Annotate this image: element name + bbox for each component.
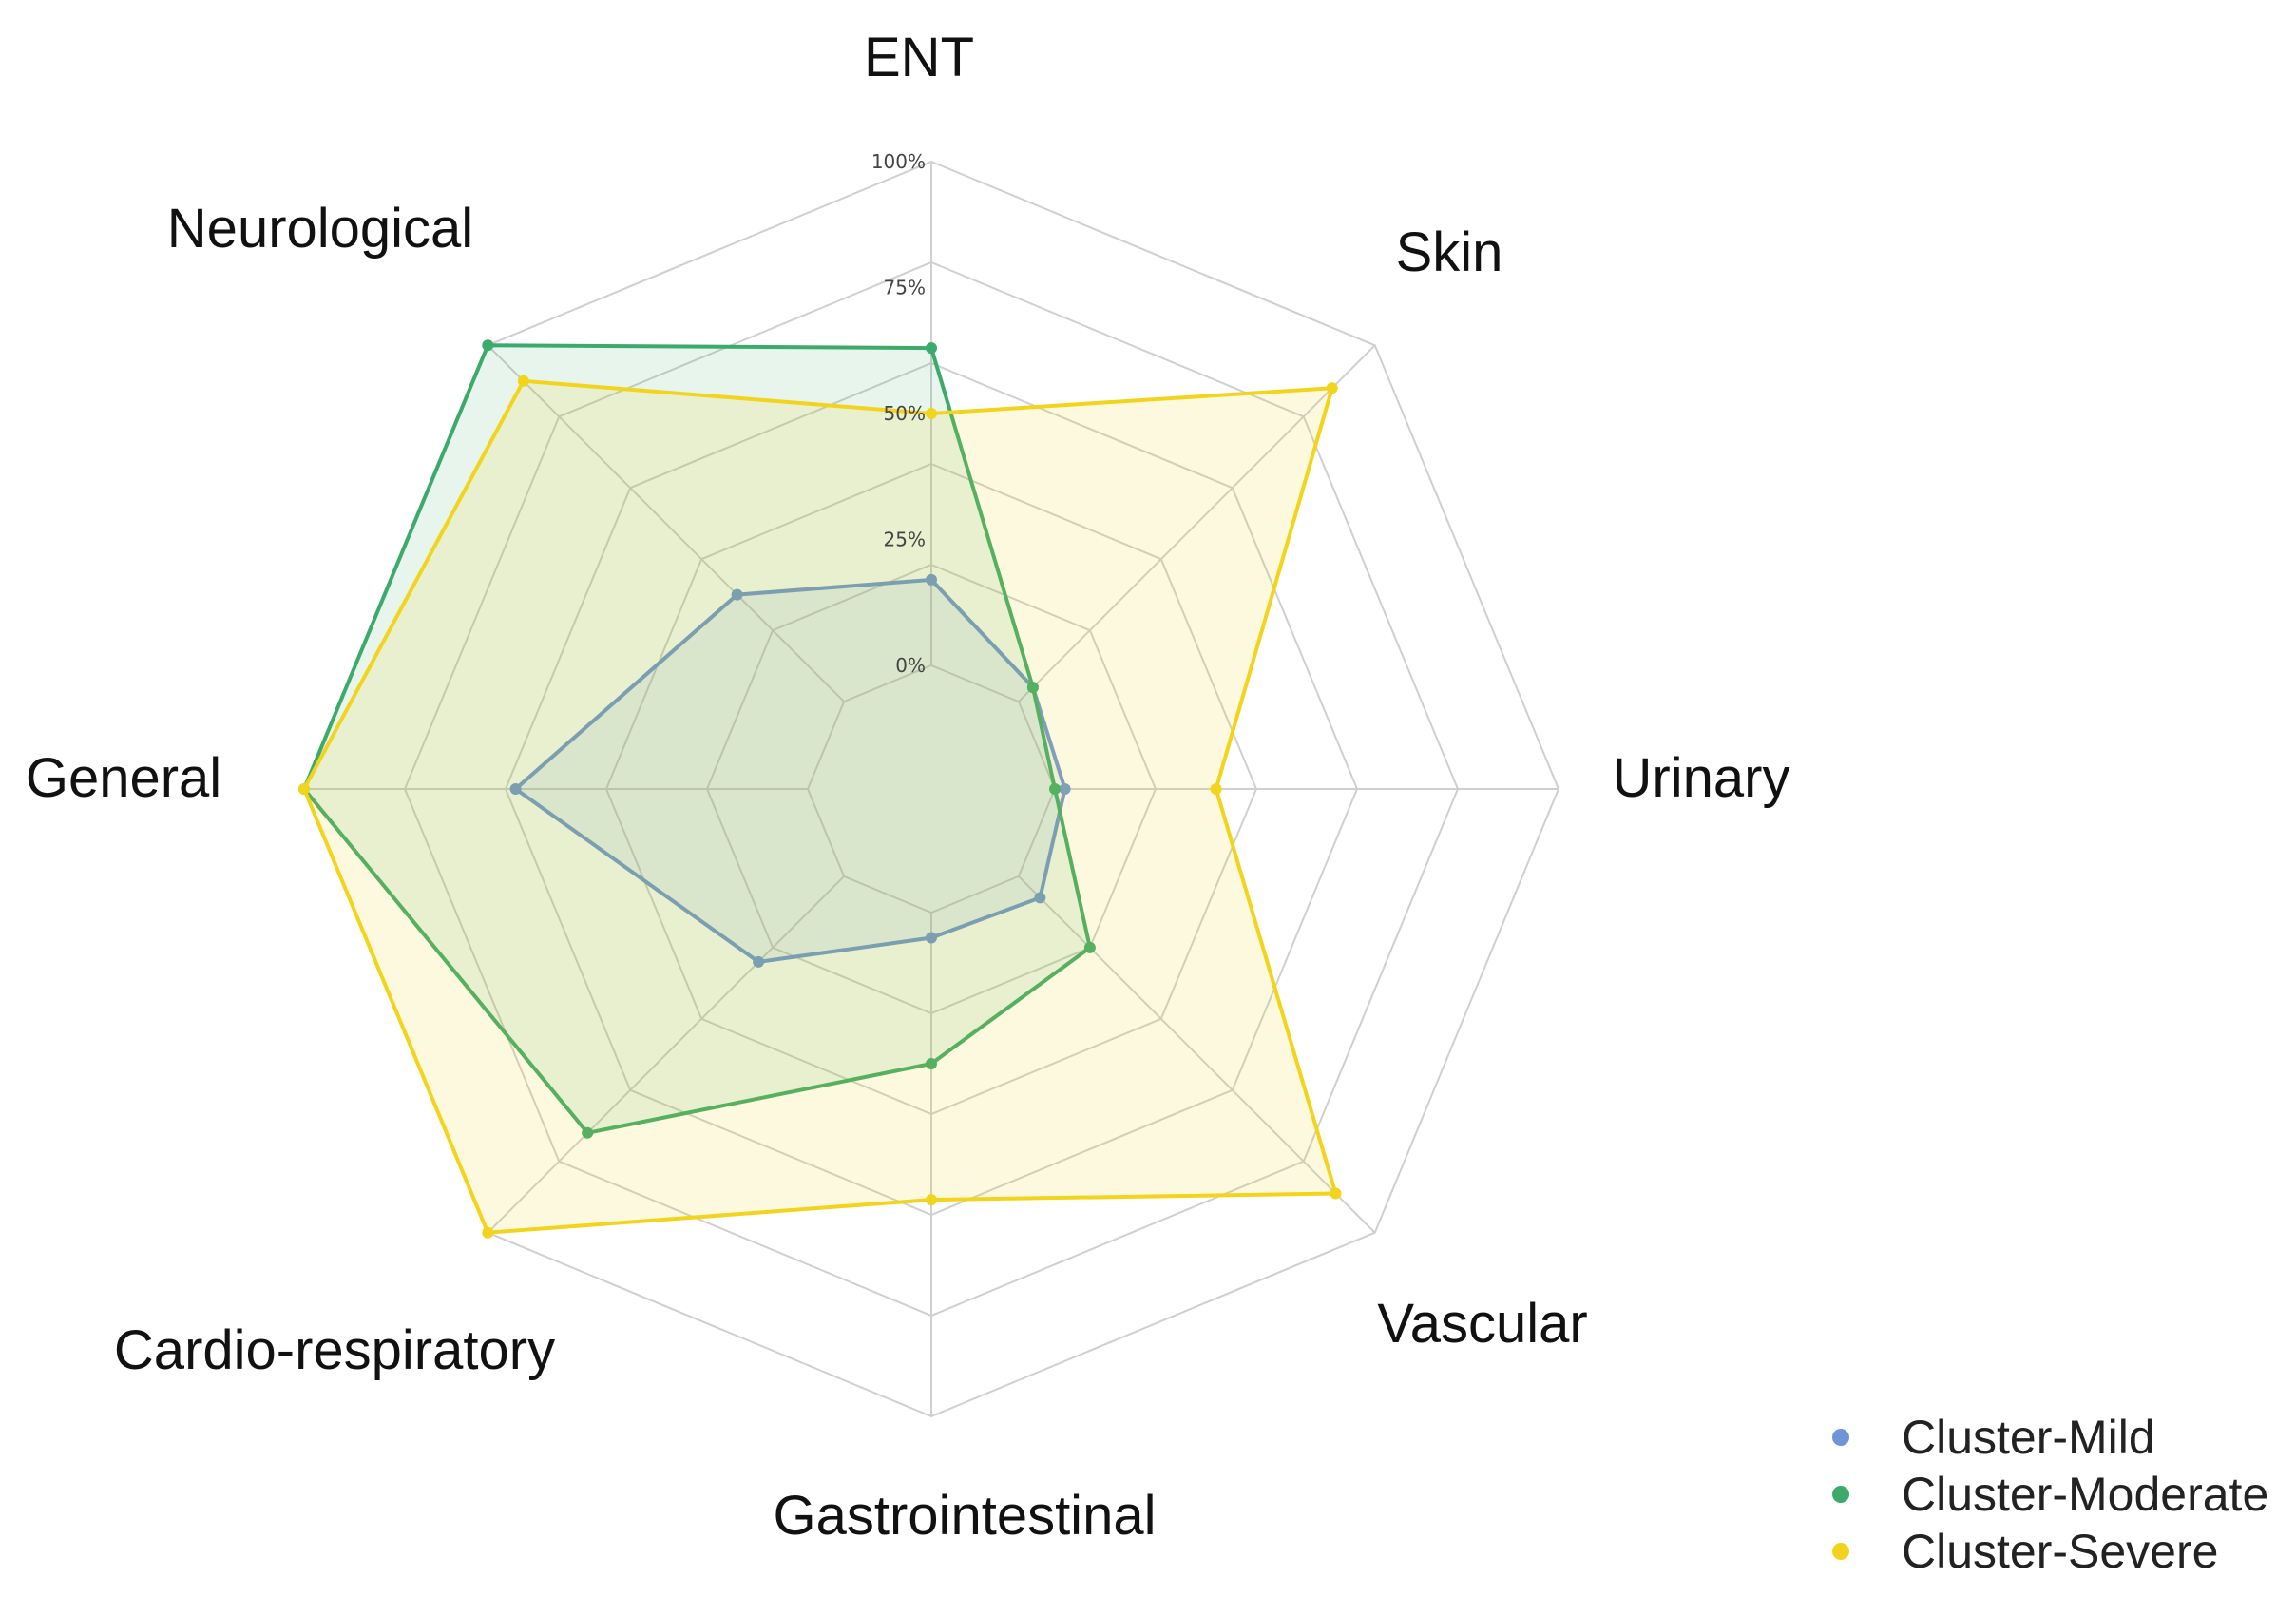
tick-label: 50% [884,402,926,425]
data-point-vascular [1034,892,1046,904]
data-point-cardio-respiratory [482,1226,494,1239]
grid-spoke [487,344,845,702]
axis-label-urinary: Urinary [1613,747,1790,809]
data-point-urinary [1049,783,1061,795]
tick-label: 0% [895,654,926,677]
legend: Cluster-MildCluster-ModerateCluster-Seve… [1832,1411,2268,1578]
axis-label-vascular: Vascular [1377,1293,1587,1355]
legend-label: Cluster-Severe [1902,1525,2218,1578]
grid-spoke [1018,344,1376,702]
data-point-ent [926,342,937,355]
legend-item: Cluster-Mild [1832,1411,2155,1464]
series-cluster-mild [509,573,1071,968]
radar-axis-labels: ENT Skin Urinary Vascular Gastrointestinal Ca… [26,27,1790,1547]
data-point-skin [1326,382,1338,394]
legend-item: Cluster-Severe [1832,1525,2218,1578]
data-point-gastrointestinal [926,932,937,944]
legend-marker [1832,1486,1849,1503]
legend-marker [1832,1429,1849,1446]
tick-label: 75% [884,277,926,299]
data-point-cardio-respiratory [582,1126,594,1139]
data-point-general [509,783,522,795]
series-polygon [301,378,1339,1235]
data-point-neurological [517,375,529,387]
data-point-urinary [1059,783,1071,795]
grid-spoke [1018,875,1376,1234]
grid-spoke [487,875,845,1234]
tick-label: 25% [884,529,926,551]
data-point-urinary [1210,783,1222,795]
radar-grid [302,160,1560,1418]
legend-marker [1832,1543,1849,1560]
radar-series [298,339,1342,1239]
data-point-gastrointestinal [926,1194,937,1206]
legend-item: Cluster-Moderate [1832,1468,2268,1521]
series-cluster-severe [298,375,1342,1239]
axis-label-cardio-respiratory: Cardio-respiratory [114,1319,555,1381]
radar-ticks: 0% 25% 50% 75% 100% [871,150,926,677]
data-point-vascular [1330,1187,1342,1200]
data-point-ent [926,408,937,419]
axis-label-general: General [26,747,221,809]
data-point-neurological [482,339,494,352]
axis-label-ent: ENT [864,27,974,88]
data-point-skin [1026,682,1039,694]
axis-label-skin: Skin [1396,221,1503,283]
data-point-cardio-respiratory [753,955,765,968]
data-point-ent [926,573,937,586]
series-cluster-moderate [298,339,1096,1139]
legend-label: Cluster-Moderate [1902,1468,2268,1521]
tick-label: 100% [871,150,926,173]
axis-label-gastrointestinal: Gastrointestinal [774,1485,1157,1547]
axis-label-neurological: Neurological [167,198,473,260]
data-point-gastrointestinal [926,1058,937,1069]
data-point-general [298,783,310,795]
data-point-vascular [1083,941,1096,953]
legend-label: Cluster-Mild [1902,1411,2155,1464]
data-point-neurological [731,588,743,601]
